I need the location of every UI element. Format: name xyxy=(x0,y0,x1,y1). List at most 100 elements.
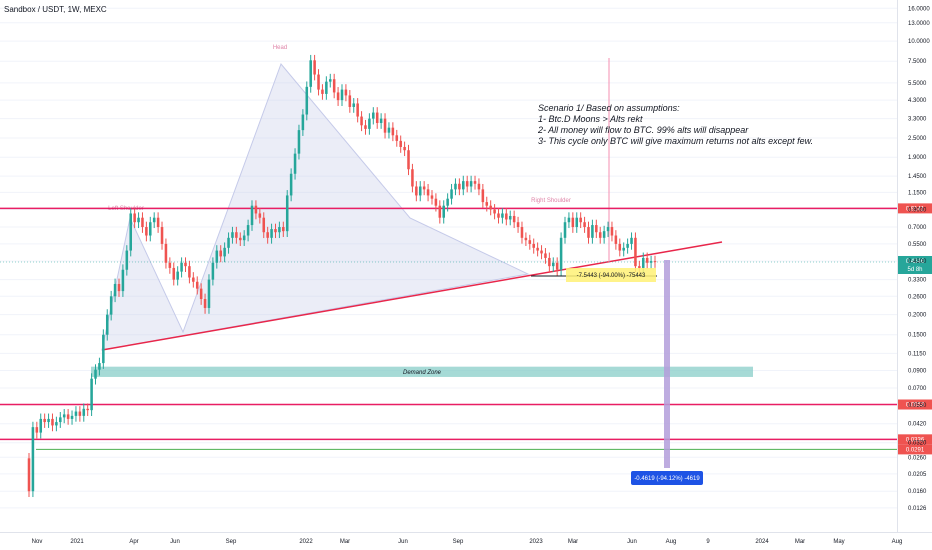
candle-body xyxy=(532,243,535,248)
candle-body xyxy=(383,118,387,133)
time-tick-label-4: Sep xyxy=(226,539,237,545)
price-tick-label-26: 0.0205 xyxy=(908,472,927,478)
candle-body xyxy=(74,411,78,416)
projection-label-box xyxy=(631,471,703,485)
candle-129 xyxy=(532,238,535,254)
green-level-tag-text: 0.0291 xyxy=(906,447,925,453)
projection-bar xyxy=(664,260,670,468)
time-tick-label-16: May xyxy=(833,539,844,545)
candle-body xyxy=(489,205,492,210)
candle-160 xyxy=(653,255,657,268)
candle-138 xyxy=(567,212,571,229)
candle-69 xyxy=(297,124,301,160)
time-axis[interactable]: Nov 2021 Apr Jun Sep 2022 Mar Jun Sep 2023 Mar Jun A… xyxy=(0,532,932,546)
candle-142 xyxy=(583,216,586,233)
price-axis[interactable]: 16.0000 13.0000 10.0000 7.5000 5.5000 4.3000 3… xyxy=(897,0,931,532)
candle-body xyxy=(606,227,610,232)
candle-74 xyxy=(317,69,320,96)
candle-body xyxy=(415,186,418,196)
candle-body xyxy=(172,267,176,280)
candle-body xyxy=(548,257,551,267)
candle-body xyxy=(184,262,187,267)
candle-body xyxy=(98,363,101,370)
candle-body xyxy=(407,150,410,170)
candle-body xyxy=(583,222,586,228)
candle-body xyxy=(614,235,618,244)
candle-61 xyxy=(266,226,269,244)
candle-body xyxy=(117,283,121,292)
candle-body xyxy=(129,213,132,251)
candle-body xyxy=(109,296,113,315)
candle-body xyxy=(598,232,602,238)
candle-body xyxy=(121,269,125,292)
candle-body xyxy=(242,235,246,241)
candle-body xyxy=(250,205,254,226)
candle-body xyxy=(176,271,179,280)
candle-body xyxy=(512,215,516,223)
candle-body xyxy=(391,127,395,136)
scenario-note: Scenario 1/ Based on assumptions:1- Btc.… xyxy=(537,103,813,146)
time-tick-label-6: Mar xyxy=(340,539,350,545)
time-tick-label-12: Aug xyxy=(666,539,677,545)
candle-37 xyxy=(172,262,176,286)
candle-body xyxy=(630,237,633,244)
candle-body xyxy=(571,217,575,228)
candle-71 xyxy=(305,81,309,121)
candle-93 xyxy=(391,122,395,142)
candle-body xyxy=(544,253,547,258)
candle-body xyxy=(395,135,399,141)
candle-body xyxy=(278,227,281,233)
candle-body xyxy=(293,153,297,174)
candle-147 xyxy=(602,225,606,244)
candle-100 xyxy=(418,181,422,202)
candle-body xyxy=(223,247,226,257)
candle-body xyxy=(567,217,571,223)
candle-body xyxy=(262,217,266,233)
candle-body xyxy=(192,277,195,282)
candle-body xyxy=(211,262,215,280)
candle-17 xyxy=(94,364,97,385)
candle-body xyxy=(195,281,199,289)
candle-103 xyxy=(430,190,434,205)
candle-body xyxy=(207,279,211,308)
candle-25 xyxy=(125,245,129,276)
candle-43 xyxy=(195,276,199,295)
candle-body xyxy=(399,140,402,147)
candle-155 xyxy=(634,232,637,272)
candle-145 xyxy=(595,219,598,239)
candle-104 xyxy=(434,193,438,212)
candle-body xyxy=(379,118,383,124)
time-tick-label-13: 9 xyxy=(706,539,710,545)
candle-75 xyxy=(321,84,324,100)
candle-body xyxy=(160,227,164,244)
candle-40 xyxy=(184,257,187,272)
candle-body xyxy=(528,240,532,244)
candle-body xyxy=(540,250,543,254)
time-tick-label-9: 2023 xyxy=(529,539,543,545)
candle-72 xyxy=(309,54,312,93)
measure-box xyxy=(566,268,656,282)
candle-body xyxy=(626,243,629,248)
candle-146 xyxy=(598,226,602,244)
candle-body xyxy=(125,250,129,270)
candle-body xyxy=(501,213,504,218)
demand-zone[interactable] xyxy=(91,366,753,377)
candle-body xyxy=(297,130,301,154)
candle-body xyxy=(364,125,367,129)
candle-39 xyxy=(180,257,183,278)
candle-99 xyxy=(415,181,418,202)
price-tick-label-17: 0.2000 xyxy=(908,313,927,319)
candle-139 xyxy=(571,212,575,233)
candle-78 xyxy=(332,73,336,99)
candle-body xyxy=(254,205,258,214)
candle-140 xyxy=(575,212,579,233)
horizontal-levels[interactable]: 0.9141 0.0553 0.0336 0.0291 0.4246 5d 8h xyxy=(0,203,932,455)
candle-body xyxy=(31,427,35,492)
projection-label: -0.4619 (-94.12%) -4619 xyxy=(634,476,700,482)
candle-59 xyxy=(258,208,262,224)
candle-115 xyxy=(477,178,481,196)
price-tick-label-14: 0.4300 xyxy=(908,259,927,265)
candle-body xyxy=(352,103,356,107)
symbol-title: Sandbox / USDT, 1W, MEXC xyxy=(4,5,107,14)
